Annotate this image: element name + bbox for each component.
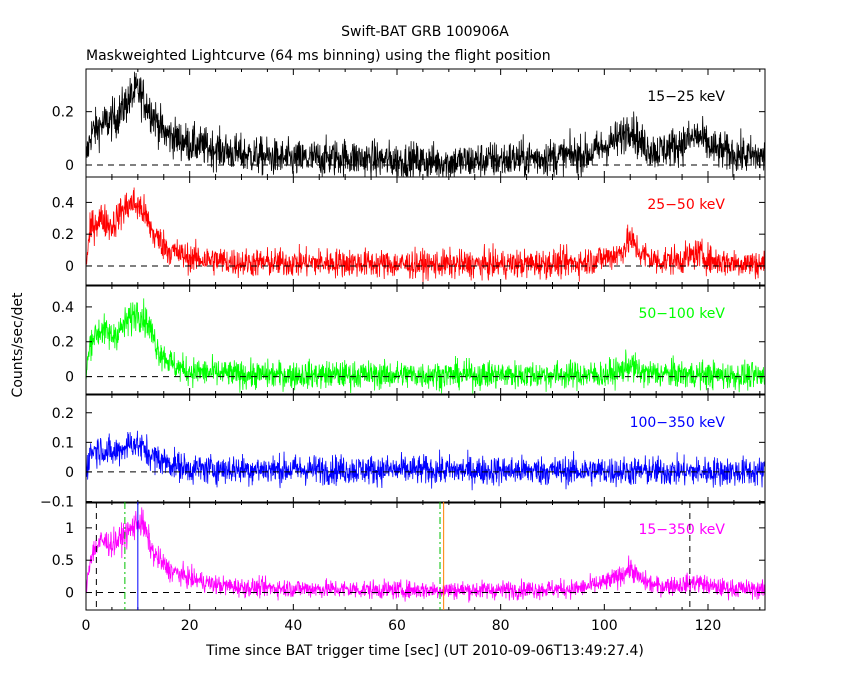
band-label: 15−350 keV: [638, 522, 725, 538]
panel-frame: [85, 176, 766, 286]
y-tick-label: 0.4: [52, 195, 74, 211]
series-line: [85, 71, 766, 178]
x-tick-label: 120: [695, 618, 722, 634]
x-tick-label: 20: [181, 618, 199, 634]
x-tick-label: 0: [82, 618, 91, 634]
x-axis-label: Time since BAT trigger time [sec] (UT 20…: [205, 643, 644, 659]
y-tick-label: 0.1: [52, 435, 74, 451]
panels: 0 0.2 15−25 keV 0 0.2 0.4 25−50 keV 0 0.2 0.4 50−1…: [40, 68, 766, 634]
panel-3: 0 0.2 0.4 50−100 keV: [52, 285, 766, 395]
band-label: 50−100 keV: [638, 306, 725, 322]
panel-frame: [85, 394, 766, 504]
y-tick-label: 0: [65, 370, 74, 386]
panel-5: 0 0.5 1 15−350 keV 0 20 40 60 80 100 120: [52, 501, 766, 634]
panel-4: −0.1 0 0.1 0.2 100−350 keV: [40, 394, 766, 511]
y-tick-label: 0: [65, 158, 74, 174]
panel-2: 0 0.2 0.4 25−50 keV: [52, 176, 766, 286]
panel-frame: [85, 285, 766, 395]
panel-frame: [85, 501, 766, 611]
x-tick-label: 60: [388, 618, 406, 634]
y-tick-label: 0.2: [52, 227, 74, 243]
y-tick-label: 0: [65, 259, 74, 275]
chart-subtitle: Maskweighted Lightcurve (64 ms binning) …: [86, 48, 551, 64]
series-line: [85, 298, 766, 394]
y-tick-label: 0.2: [52, 406, 74, 422]
x-tick-label: 100: [591, 618, 618, 634]
series-line: [85, 187, 766, 286]
y-tick-label: 1: [65, 521, 74, 537]
y-tick-label: 0: [65, 465, 74, 481]
x-tick-label: 40: [284, 618, 302, 634]
y-axis-label: Counts/sec/det: [10, 292, 26, 397]
y-tick-label: 0.2: [52, 105, 74, 121]
series-line: [85, 507, 766, 603]
x-tick-label: 80: [492, 618, 510, 634]
panel-1: 0 0.2 15−25 keV: [52, 68, 766, 178]
y-tick-label: 0: [65, 586, 74, 602]
y-tick-label: −0.1: [40, 495, 74, 511]
y-tick-label: 0.2: [52, 335, 74, 351]
chart-title: Swift-BAT GRB 100906A: [341, 24, 509, 40]
series-line: [85, 430, 766, 491]
y-tick-label: 0.4: [52, 300, 74, 316]
band-label: 15−25 keV: [647, 89, 725, 105]
band-label: 100−350 keV: [630, 415, 726, 431]
band-label: 25−50 keV: [647, 197, 725, 213]
y-tick-label: 0.5: [52, 553, 74, 569]
